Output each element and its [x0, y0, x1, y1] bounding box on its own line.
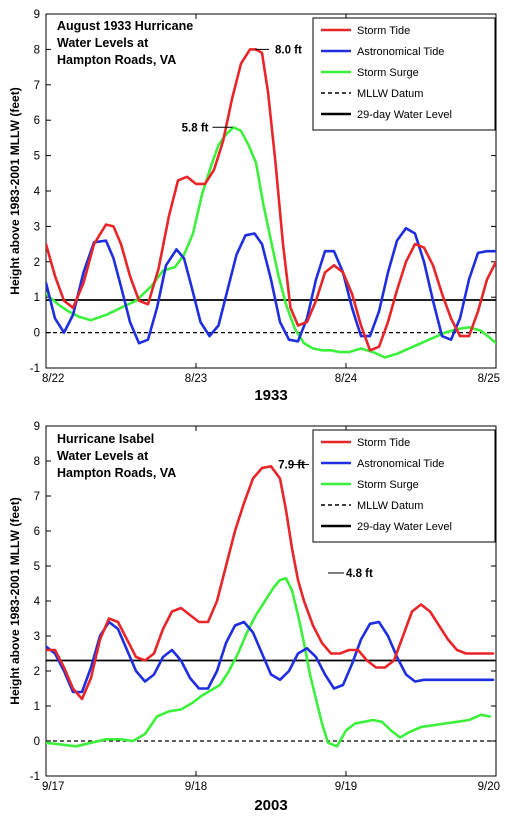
- x-tick-label: 9/18: [185, 781, 207, 793]
- y-tick-label: 7: [34, 80, 40, 92]
- legend: Storm Tide Astronomical Tide Storm Surge ML…: [312, 17, 496, 131]
- y-tick-label: 8: [34, 456, 40, 468]
- x-tick-label: 8/23: [185, 373, 207, 385]
- y-tick-label: -1: [30, 771, 40, 783]
- annotation: 4.8 ft: [328, 568, 373, 580]
- x-axis-label: 2003: [254, 797, 287, 814]
- y-tick-label: 7: [34, 491, 40, 503]
- y-axis-label: Height above 1983-2001 MLLW (feet): [8, 87, 22, 294]
- legend-label: Storm Surge: [357, 479, 419, 491]
- y-tick-label: 0: [34, 328, 40, 340]
- series-line-storm-surge: [46, 126, 496, 359]
- plot-lines: [46, 48, 496, 359]
- y-tick-label: 5: [34, 151, 40, 163]
- y-tick-label: 2: [34, 666, 40, 678]
- legend-label: Storm Tide: [357, 25, 410, 37]
- legend-label: Astronomical Tide: [357, 46, 444, 58]
- y-tick-label: 4: [34, 596, 41, 608]
- legend-label: Storm Surge: [357, 67, 419, 79]
- x-tick-label: 8/24: [335, 373, 358, 385]
- chart-title-line: August 1933 Hurricane: [57, 19, 193, 33]
- annotation-label: 8.0 ft: [275, 44, 302, 56]
- y-tick-label: 3: [34, 221, 40, 233]
- x-axis-label: 1933: [254, 387, 287, 404]
- annotation: 7.9 ft: [278, 460, 309, 472]
- chart-title-line: Hampton Roads, VA: [57, 466, 176, 480]
- x-tick-label: 9/17: [42, 781, 64, 793]
- annotation-label: 5.8 ft: [182, 122, 209, 134]
- chart-2003: -1 0 1 2 3 4 5 6 7 8 9 9/17 9/18 9/19 9/20 Height above…: [8, 421, 500, 814]
- legend: Storm Tide Astronomical Tide Storm Surge ML…: [312, 429, 496, 543]
- y-tick-label: 4: [34, 186, 41, 198]
- series-line-astronomical-tide: [46, 226, 496, 345]
- legend-label: Astronomical Tide: [357, 458, 444, 470]
- y-tick-label: 3: [34, 631, 40, 643]
- x-tick-label: 8/22: [42, 373, 64, 385]
- x-tick-label: 9/19: [335, 781, 357, 793]
- y-tick-label: 6: [34, 115, 40, 127]
- chart-1933: -1 0 1 2 3 4 5 6 7 8 9 8/22 8/23 8/24 8/25 Height above…: [8, 9, 500, 404]
- legend-box: [312, 429, 496, 543]
- y-tick-label: 6: [34, 526, 40, 538]
- y-tick-label: 0: [34, 736, 40, 748]
- x-tick-label: 9/20: [478, 781, 500, 793]
- x-tick-label: 8/25: [478, 373, 500, 385]
- chart-title-line: Water Levels at: [57, 36, 149, 50]
- legend-label: Storm Tide: [357, 437, 410, 449]
- chart-title-line: Water Levels at: [57, 449, 149, 463]
- y-tick-label: -1: [30, 363, 40, 375]
- legend-label: 29-day Water Level: [357, 521, 452, 533]
- y-tick-label: 1: [34, 701, 40, 713]
- series-line-storm-surge: [46, 577, 492, 748]
- legend-label: 29-day Water Level: [357, 109, 452, 121]
- y-axis-label: Height above 1983-2001 MLLW (feet): [8, 497, 22, 704]
- legend-box: [312, 17, 496, 131]
- y-tick-label: 1: [34, 292, 40, 304]
- y-tick-label: 9: [34, 9, 40, 21]
- series-line-storm-tide: [46, 48, 496, 352]
- chart-title-line: Hurricane Isabel: [57, 432, 154, 446]
- y-tick-label: 5: [34, 561, 40, 573]
- chart-title-line: Hampton Roads, VA: [57, 53, 176, 67]
- series-line-storm-tide: [46, 465, 495, 701]
- plot-lines: [46, 465, 496, 748]
- y-tick-label: 2: [34, 257, 40, 269]
- annotation: 5.8 ft: [182, 122, 233, 134]
- legend-label: MLLW Datum: [357, 88, 423, 100]
- y-tick-label: 8: [34, 44, 40, 56]
- annotation-label: 4.8 ft: [346, 568, 373, 580]
- legend-label: MLLW Datum: [357, 500, 423, 512]
- annotation-label: 7.9 ft: [278, 460, 305, 472]
- y-tick-label: 9: [34, 421, 40, 433]
- annotation: 8.0 ft: [255, 44, 302, 56]
- series-line-astronomical-tide: [46, 620, 495, 694]
